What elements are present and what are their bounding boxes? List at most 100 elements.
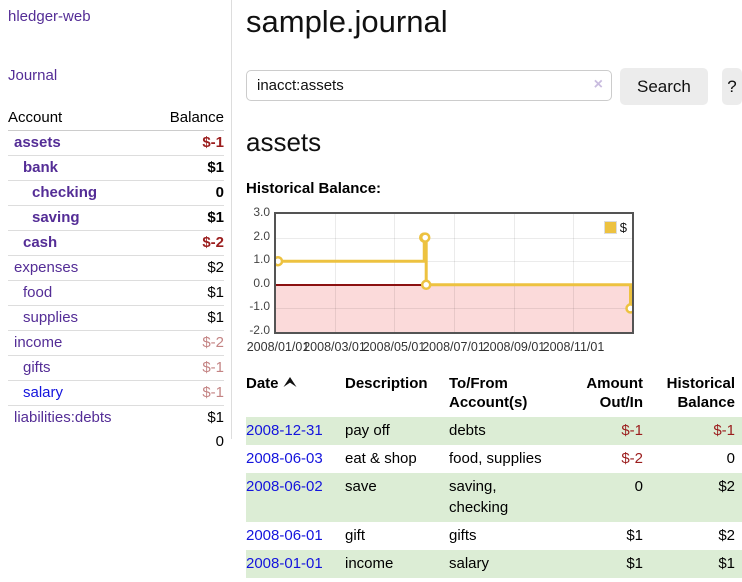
y-axis-tick-label: 3.0: [253, 205, 270, 219]
sidebar-item-journal[interactable]: Journal: [8, 67, 58, 84]
account-row: salary $-1: [8, 380, 224, 406]
data-point-marker: [276, 255, 284, 267]
transaction-amount: $1: [626, 555, 643, 572]
transaction-row: 2008-12-31 pay off debts $-1 $-1: [246, 417, 742, 445]
transaction-date-link[interactable]: 2008-01-01: [246, 555, 323, 572]
y-axis-tick-label: 0.0: [253, 275, 270, 290]
y-axis-tick-label: -1.0: [249, 299, 270, 314]
chart-plot-area: $: [274, 212, 634, 334]
transaction-date-link[interactable]: 2008-06-01: [246, 527, 323, 544]
account-link-assets[interactable]: assets: [14, 134, 61, 151]
gridline: [276, 308, 632, 310]
account-balance: $1: [149, 155, 224, 181]
page-title: sample.journal: [246, 4, 448, 39]
transaction-date-link[interactable]: 2008-12-31: [246, 422, 323, 439]
transaction-description: eat & shop: [345, 450, 417, 467]
account-row: bank $1: [8, 155, 224, 181]
account-link-gifts[interactable]: gifts: [23, 359, 51, 376]
accounts-body: assets $-1 bank $1 checking 0 saving $1 cash $-2 e…: [8, 131, 224, 430]
account-link-cash[interactable]: cash: [23, 234, 58, 251]
account-link-checking[interactable]: checking: [32, 184, 98, 201]
y-axis-tick-label: -2.0: [249, 323, 270, 337]
transaction-amount: $-1: [621, 422, 643, 439]
account-balance: 0: [149, 180, 224, 206]
register-header-balance: Historical Balance: [666, 375, 735, 411]
account-row: gifts $-1: [8, 355, 224, 381]
legend-series-label: $: [619, 220, 627, 235]
account-link-salary[interactable]: salary: [23, 384, 64, 401]
register-header-date[interactable]: Date: [246, 372, 345, 417]
account-row: income $-2: [8, 330, 224, 356]
search-button[interactable]: Search: [620, 68, 708, 105]
transaction-accounts: food, supplies: [449, 450, 542, 467]
account-row: saving $1: [8, 205, 224, 231]
y-axis-tick-label: 2.0: [253, 228, 270, 243]
transaction-date-link[interactable]: 2008-06-03: [246, 450, 323, 467]
transaction-description: income: [345, 555, 394, 572]
transaction-balance: $1: [718, 555, 735, 572]
x-axis-tick-label: 2008/07/01: [422, 340, 485, 354]
transaction-description: pay off: [345, 422, 390, 439]
gridline: [394, 214, 396, 332]
account-balance: $1: [149, 205, 224, 231]
accounts-header-balance: Balance: [149, 106, 224, 131]
account-link-supplies[interactable]: supplies: [23, 309, 79, 326]
chart-label: Historical Balance:: [246, 180, 382, 197]
account-link-saving[interactable]: saving: [32, 209, 80, 226]
gridline: [573, 214, 575, 332]
transaction-amount: $-2: [621, 450, 643, 467]
brand-link[interactable]: hledger-web: [8, 8, 91, 25]
negative-region-fill: [276, 285, 632, 332]
account-row: liabilities:debts $1: [8, 405, 224, 430]
x-axis-tick-label: 2008/09/01: [482, 340, 546, 354]
sort-asc-icon: [283, 374, 297, 393]
accounts-total-row: 0: [8, 430, 224, 454]
account-row: checking 0: [8, 180, 224, 206]
transaction-balance: 0: [726, 450, 735, 467]
transaction-accounts: debts: [449, 422, 486, 439]
transaction-amount: $1: [626, 527, 643, 544]
legend-color-swatch: [603, 221, 617, 234]
transaction-row: 2008-01-01 income salary $1 $1: [246, 550, 742, 578]
account-link-bank[interactable]: bank: [23, 159, 59, 176]
transaction-row: 2008-06-02 save saving, checking 0 $2: [246, 473, 742, 522]
x-axis-tick-label: 2008/01/01: [246, 340, 310, 354]
account-balance: $-1: [149, 380, 224, 406]
account-row: expenses $2: [8, 255, 224, 281]
help-button[interactable]: ?: [721, 68, 742, 105]
search-form: × Search ?: [246, 68, 742, 105]
register-table: Date Description To/From Account(s) Amou…: [246, 372, 742, 578]
accounts-header-account: Account: [8, 106, 150, 131]
search-input-wrap: ×: [246, 70, 612, 101]
main-content: sample.journal × Search ? assets Histori…: [246, 0, 742, 578]
x-axis-tick-label: 2008/11/01: [542, 340, 605, 354]
data-point-marker: [419, 232, 431, 243]
account-row: supplies $1: [8, 305, 224, 331]
account-link-income[interactable]: income: [14, 334, 63, 351]
register-header-amount: Amount Out/In: [586, 375, 643, 411]
account-row: cash $-2: [8, 230, 224, 256]
gridline: [513, 214, 515, 332]
transaction-row: 2008-06-03 eat & shop food, supplies $-2 0: [246, 445, 742, 473]
clear-search-icon[interactable]: ×: [593, 76, 603, 93]
x-axis-tick-label: 2008/05/01: [362, 340, 426, 354]
gridline: [453, 214, 455, 332]
account-title: assets: [246, 127, 322, 157]
transaction-balance: $2: [718, 527, 735, 544]
transaction-balance: $-1: [713, 422, 735, 439]
transaction-description: save: [345, 478, 377, 495]
account-link-liabilities-debts[interactable]: liabilities:debts: [14, 409, 112, 426]
gridline: [334, 214, 336, 332]
transaction-date-link[interactable]: 2008-06-02: [246, 478, 323, 495]
y-axis-tick-label: 1.0: [253, 252, 270, 267]
search-input[interactable]: [246, 70, 612, 101]
register-header-description: Description: [345, 375, 428, 392]
gridline: [276, 261, 632, 263]
data-point-marker: [625, 303, 632, 314]
balance-series-line: [276, 232, 632, 314]
account-link-food[interactable]: food: [23, 284, 53, 301]
account-link-expenses[interactable]: expenses: [14, 259, 79, 276]
account-row: assets $-1: [8, 131, 224, 156]
account-balance: $2: [149, 255, 224, 281]
